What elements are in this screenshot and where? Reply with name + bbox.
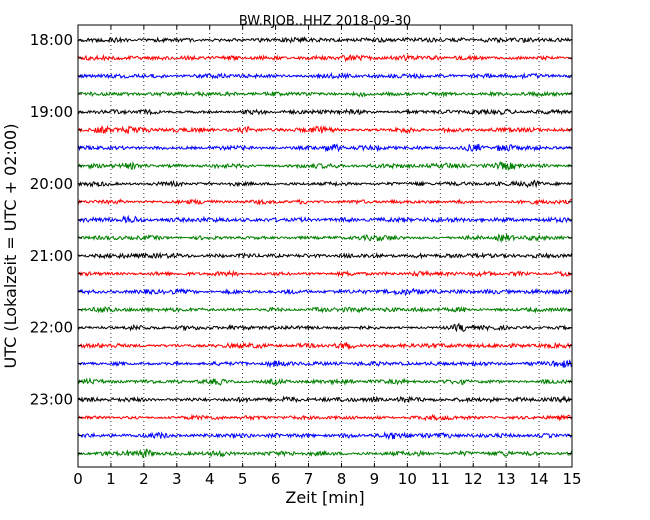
x-tick-label: 1 [106, 470, 116, 488]
x-tick-label: 12 [464, 470, 483, 488]
y-tick-label: 21:00 [30, 247, 73, 265]
x-tick-label: 4 [205, 470, 215, 488]
x-tick-label: 15 [562, 470, 581, 488]
trace-line [77, 269, 573, 278]
x-tick-label: 7 [304, 470, 314, 488]
trace-line [77, 448, 573, 459]
seismic-traces [77, 35, 573, 459]
trace-line [77, 160, 573, 172]
trace-line [77, 305, 573, 314]
trace-line [77, 341, 573, 350]
x-tick-label: 2 [139, 470, 149, 488]
trace-line [77, 395, 573, 404]
plot-frame [77, 24, 573, 468]
trace-line [77, 198, 573, 206]
y-tick-label: 22:00 [30, 319, 73, 337]
x-tick-label: 5 [238, 470, 248, 488]
trace-line [77, 251, 573, 260]
trace-line [77, 108, 572, 116]
x-tick-label: 9 [370, 470, 380, 488]
trace-line [77, 53, 573, 63]
trace-line [77, 431, 573, 441]
trace-line [77, 71, 573, 80]
trace-line [77, 214, 573, 224]
x-tick-label: 0 [73, 470, 83, 488]
chart-title: BW.RJOB..HHZ 2018-09-30 [239, 14, 411, 29]
trace-line [77, 143, 573, 153]
y-axis-ticks: 18:00 19:00 20:00 21:00 22:00 23:00 [30, 31, 572, 455]
x-tick-label: 8 [337, 470, 347, 488]
trace-line [77, 322, 573, 333]
trace-line [77, 233, 573, 244]
trace-line [77, 359, 573, 369]
x-tick-label: 14 [530, 470, 549, 488]
x-axis-ticks: 0 1 2 3 4 5 6 7 8 9 10 11 12 13 14 15 [73, 25, 582, 488]
y-tick-label: 18:00 [30, 31, 73, 49]
y-axis-label: UTC (Lokalzeit = UTC + 02:00) [1, 124, 20, 369]
trace-line [77, 179, 573, 189]
trace-line [77, 124, 573, 135]
x-tick-label: 13 [497, 470, 516, 488]
trace-line [77, 35, 573, 44]
trace-line [77, 413, 573, 422]
y-tick-label: 23:00 [30, 391, 73, 409]
y-tick-label: 19:00 [30, 103, 73, 121]
trace-line [77, 376, 573, 386]
trace-line [77, 287, 573, 297]
x-tick-label: 3 [172, 470, 182, 488]
x-axis-label: Zeit [min] [285, 488, 364, 507]
y-tick-label: 20:00 [30, 175, 73, 193]
x-tick-label: 11 [431, 470, 450, 488]
grid-lines [110, 25, 540, 467]
trace-line [77, 90, 573, 98]
x-tick-label: 10 [398, 470, 417, 488]
x-tick-label: 6 [271, 470, 281, 488]
